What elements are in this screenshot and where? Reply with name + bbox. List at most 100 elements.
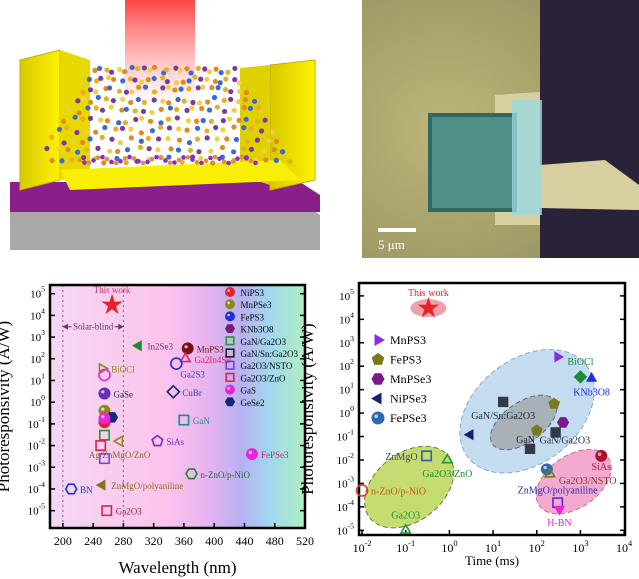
atom bbox=[113, 126, 119, 132]
data-point bbox=[179, 351, 192, 363]
atom bbox=[184, 107, 190, 114]
atom bbox=[199, 160, 204, 166]
atom bbox=[244, 139, 250, 145]
atom bbox=[195, 85, 201, 91]
atom bbox=[85, 129, 91, 136]
solar-blind-label: Solar-blind bbox=[73, 322, 114, 332]
time-responsivity-chart: 10-2 10-1 100 101 102 103 104 105 104 103 102 101 10… bbox=[298, 281, 633, 568]
data-label: SiAs bbox=[592, 462, 612, 473]
atom bbox=[139, 79, 145, 85]
substrate bbox=[10, 200, 320, 250]
atom bbox=[151, 89, 158, 95]
atom bbox=[123, 106, 129, 112]
x-tick-label: 320 bbox=[145, 534, 163, 548]
atom bbox=[111, 76, 117, 83]
atom bbox=[181, 98, 187, 104]
atom bbox=[255, 118, 261, 125]
atom bbox=[104, 156, 110, 162]
atom bbox=[127, 154, 132, 160]
legend-label: MnPSe3 bbox=[390, 372, 431, 386]
atom bbox=[140, 108, 147, 115]
data-point bbox=[99, 429, 110, 441]
data-label: CuBr bbox=[182, 388, 202, 398]
atom bbox=[120, 78, 126, 84]
marker-highlight bbox=[101, 407, 105, 411]
atom bbox=[205, 99, 211, 105]
atom bbox=[165, 116, 172, 122]
y-tick-label: 100 bbox=[30, 393, 45, 409]
data-point bbox=[548, 397, 560, 409]
atom bbox=[230, 149, 237, 155]
atom bbox=[206, 107, 213, 113]
atom bbox=[213, 66, 219, 72]
atom bbox=[103, 96, 109, 102]
atom bbox=[190, 99, 196, 106]
data-point bbox=[98, 362, 110, 375]
atom bbox=[114, 155, 120, 162]
atom bbox=[87, 87, 94, 93]
legend-marker bbox=[224, 397, 236, 407]
atom bbox=[149, 128, 156, 134]
atom bbox=[184, 66, 190, 72]
legend: MnPS3 FePS3 MnPSe3 NiPSe3 FePSe3 bbox=[371, 333, 431, 425]
atom bbox=[236, 99, 242, 105]
atom bbox=[208, 155, 213, 161]
x-tick-label: 480 bbox=[266, 534, 284, 548]
data-point bbox=[421, 450, 433, 462]
data-point bbox=[399, 523, 412, 534]
atom bbox=[270, 129, 276, 135]
data-point bbox=[98, 387, 111, 400]
atom bbox=[222, 86, 229, 93]
atom bbox=[235, 156, 240, 162]
atom bbox=[184, 127, 190, 133]
atom bbox=[273, 138, 280, 145]
data-label: Ag/ZnMgO/ZnO bbox=[89, 450, 151, 460]
atom bbox=[138, 138, 144, 144]
data-point bbox=[556, 417, 570, 428]
data-point bbox=[573, 370, 588, 384]
y-tick-label: 101 bbox=[339, 381, 354, 397]
y-tick-label: 10-2 bbox=[337, 451, 355, 467]
atom bbox=[190, 157, 195, 162]
atom bbox=[180, 79, 186, 85]
legend-label: GaS bbox=[241, 386, 257, 396]
atom bbox=[204, 76, 210, 82]
atom bbox=[212, 78, 218, 85]
atom bbox=[212, 154, 218, 160]
legend-marker bbox=[225, 384, 235, 395]
atom bbox=[80, 89, 86, 95]
atom bbox=[76, 110, 82, 116]
marker-highlight bbox=[184, 345, 188, 349]
atom bbox=[74, 129, 80, 136]
atom bbox=[220, 118, 226, 124]
legend-label: FePSe3 bbox=[390, 411, 427, 425]
atom bbox=[188, 70, 194, 76]
atom bbox=[223, 76, 229, 82]
x-axis-label: Time (ms) bbox=[465, 553, 519, 568]
atom bbox=[176, 126, 182, 132]
atom bbox=[94, 78, 100, 84]
x-tick-label: 520 bbox=[296, 534, 314, 548]
atom bbox=[142, 84, 149, 90]
x-tick-label: 10-2 bbox=[353, 539, 372, 555]
atom bbox=[266, 138, 272, 144]
flake-edge bbox=[512, 100, 542, 215]
atom bbox=[263, 157, 269, 163]
atom bbox=[255, 104, 262, 110]
atom bbox=[166, 125, 173, 131]
atom bbox=[173, 80, 179, 86]
atom bbox=[241, 124, 247, 131]
atom bbox=[172, 87, 178, 93]
atom bbox=[156, 136, 162, 142]
data-point bbox=[463, 429, 474, 441]
legend-marker bbox=[371, 373, 385, 385]
atom bbox=[226, 160, 231, 166]
x-tick-label: 103 bbox=[572, 539, 588, 555]
atom bbox=[101, 160, 107, 166]
arrow-head-left bbox=[62, 323, 68, 330]
atom bbox=[241, 145, 247, 151]
atom bbox=[109, 136, 115, 142]
atom bbox=[106, 74, 112, 81]
atom bbox=[93, 89, 99, 95]
atom bbox=[69, 157, 75, 163]
